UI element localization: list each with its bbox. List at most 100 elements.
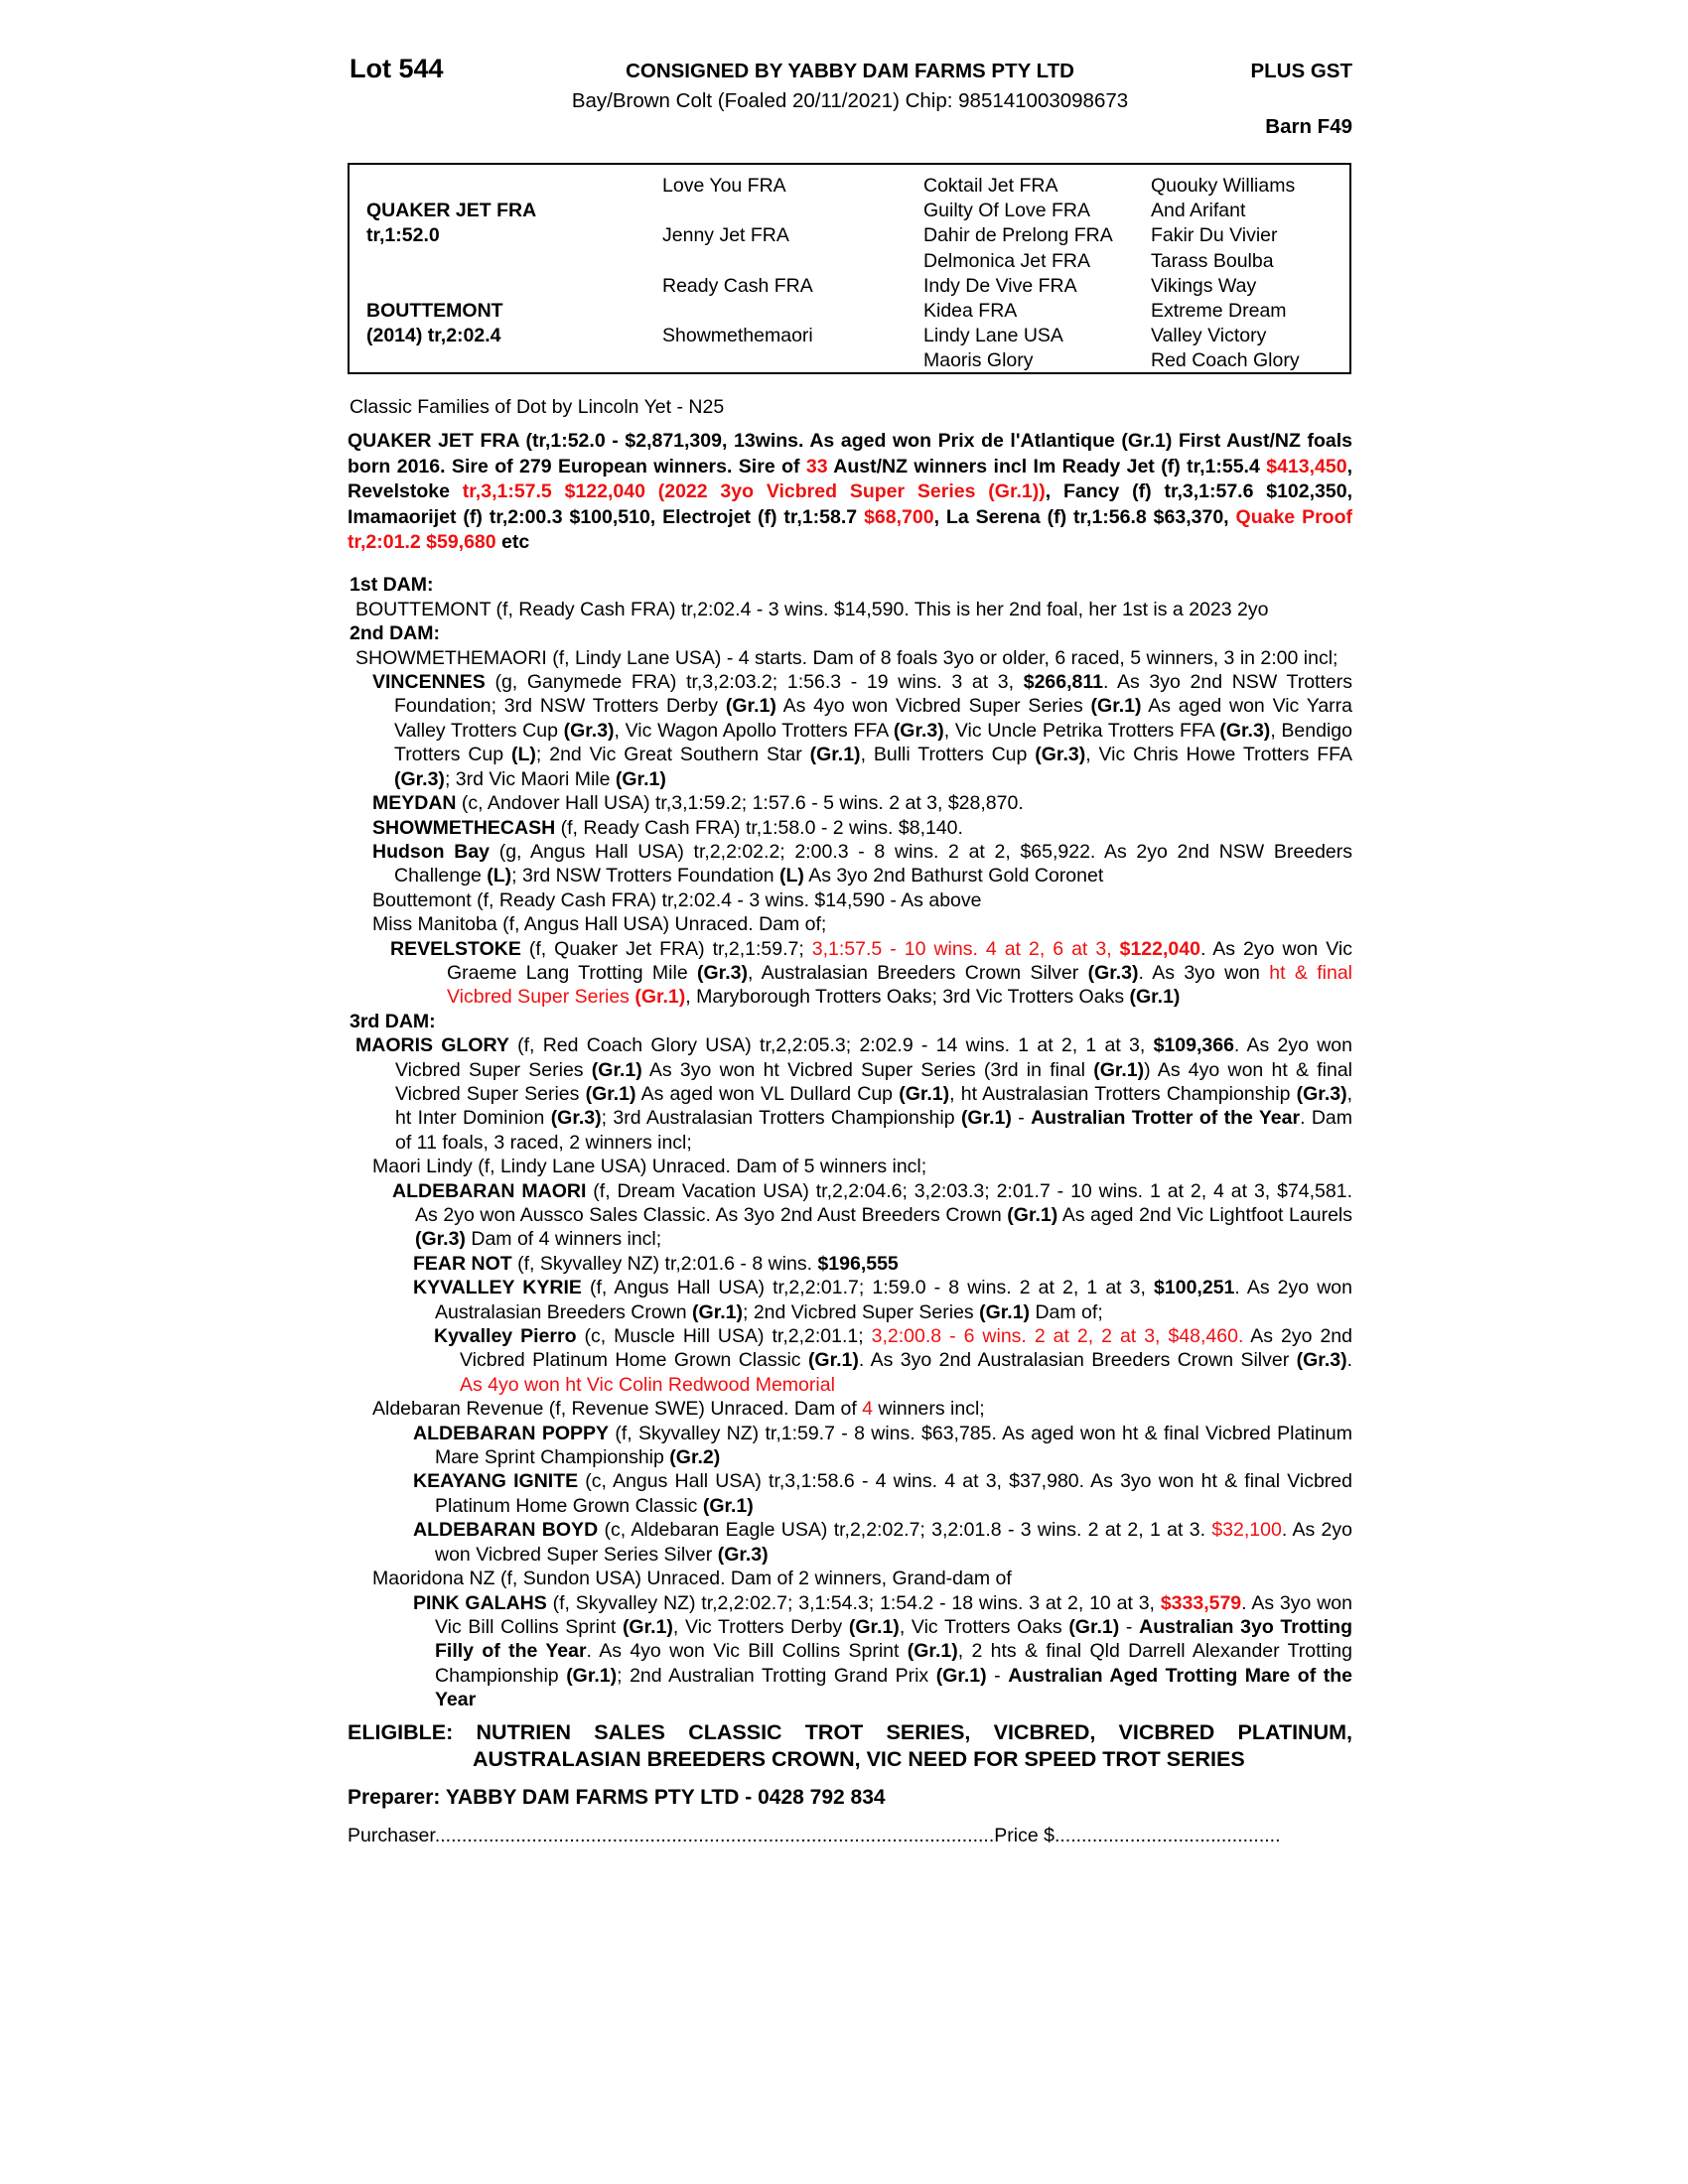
family-note: Classic Families of Dot by Lincoln Yet -… [350,396,725,418]
text-segment: PINK GALAHS [413,1591,547,1614]
text-segment: , Bulli Trotters Cup [860,744,1036,766]
pedigree-paragraph: Aldebaran Revenue (f, Revenue SWE) Unrac… [348,1397,1352,1421]
text-segment: FEAR NOT [413,1252,512,1275]
text-segment: . As 2yo won Vicbred Super Series Silver [435,1519,1353,1566]
text-segment: (Gr.1) [622,1615,673,1638]
text-segment: QUAKER JET FRA (tr,1:52.0 - $2,871,309, … [348,430,1352,478]
pedigree-cell: Valley Victory [1151,325,1267,347]
text-segment: ALDEBARAN POPPY [413,1422,610,1444]
text-segment: . As 3yo 2nd NSW Trotters Foundation; 3r… [394,671,1352,718]
text-segment: (L) [487,865,512,887]
text-segment: winners incl; [873,1398,985,1421]
text-segment: (f, Red Coach Glory USA) tr,2,2:05.3; 2:… [508,1034,1154,1057]
text-segment: (Gr.3) [1296,1349,1347,1372]
price-dots: ........................................… [1054,1824,1281,1846]
pedigree-cell: And Arifant [1151,200,1246,222]
pedigree-paragraph: BOUTTEMONT (f, Ready Cash FRA) tr,2:02.4… [348,598,1352,621]
text-segment: . As 2yo won Australasian Breeders Crown [435,1277,1352,1323]
text-segment: (Gr.1) [807,1349,859,1372]
text-segment: $413,450 [1266,455,1347,478]
text-segment: - [986,1664,1009,1687]
text-segment: (f, Dream Vacation USA) tr,2,2:04.6; 3,2… [415,1179,1353,1226]
pedigree-paragraph: PINK GALAHS (f, Skyvalley NZ) tr,2,2:02.… [348,1591,1352,1712]
text-segment: . As 4yo won Vic Bill Collins Sprint [586,1640,908,1663]
text-segment: (Gr.1) [1068,1615,1120,1638]
pedigree-cell: Coktail Jet FRA [923,175,1058,197]
pedigree-cell: Maoris Glory [923,349,1034,372]
text-segment: . [1346,1349,1352,1372]
dam-section-label: 3rd DAM: [350,1010,436,1032]
text-segment: (Gr.3) [1296,1082,1347,1105]
pedigree-paragraph: Maoridona NZ (f, Sundon USA) Unraced. Da… [348,1567,1352,1590]
text-segment: , Fancy (f) tr,3,1:57.6 $102,350, Imamao… [348,480,1352,528]
text-segment: . As 2yo won Vic Graeme Lang Trotting Mi… [447,937,1352,984]
text-segment: Australian Trotter of the Year [1031,1107,1301,1130]
text-segment: (Gr.1) [634,986,686,1009]
text-segment: - [1119,1615,1140,1638]
text-segment: (Gr.3) [697,961,748,984]
pedigree-paragraph: FEAR NOT (f, Skyvalley NZ) tr,2:01.6 - 8… [348,1252,1352,1276]
text-segment: . As 3yo won [1138,961,1270,984]
text-segment: (Gr.1) [907,1640,958,1663]
pedigree-cell: Showmethemaori [662,325,813,347]
eligibility-paragraph: ELIGIBLE: NUTRIEN SALES CLASSIC TROT SER… [348,1719,1352,1774]
text-segment: ; 2nd Vicbred Super Series [742,1300,980,1323]
dam-section-label: 1st DAM: [350,574,434,597]
text-segment: , Bendigo Trotters Cup [394,719,1352,766]
text-segment: REVELSTOKE [390,937,521,960]
text-segment: ; 3rd NSW Trotters Foundation [511,865,779,887]
text-segment: (Gr.1) [591,1058,642,1081]
pedigree-paragraph: KEAYANG IGNITE (c, Angus Hall USA) tr,3,… [348,1469,1352,1518]
pedigree-paragraph: Maori Lindy (f, Lindy Lane USA) Unraced.… [348,1155,1352,1178]
pedigree-paragraph: Hudson Bay (g, Angus Hall USA) tr,2,2:02… [348,840,1352,888]
pedigree-cell: Guilty Of Love FRA [923,200,1090,222]
pedigree-paragraph: MAORIS GLORY (f, Red Coach Glory USA) tr… [348,1033,1352,1155]
text-segment: MEYDAN [372,792,457,815]
text-segment: ELIGIBLE: [348,1719,477,1744]
pedigree-cell: Kidea FRA [923,300,1018,322]
text-segment: (Gr.3) [1219,719,1271,742]
text-segment: 3,1:57.5 - 10 wins. 4 at 2, 6 at 3, [811,937,1120,960]
text-segment: (Gr.3) [394,767,445,790]
text-segment: (Gr.3) [1035,744,1086,766]
pedigree-paragraph: MEYDAN (c, Andover Hall USA) tr,3,1:59.2… [348,791,1352,815]
text-segment: Miss Manitoba (f, Angus Hall USA) Unrace… [372,913,827,936]
text-segment: ) As 4yo won ht & final Vicbred Super Se… [395,1058,1353,1105]
text-segment: , ht Australasian Trotters Championship [949,1082,1297,1105]
pedigree-cell: Indy De Vive FRA [923,274,1077,297]
text-segment: ; 3rd Australasian Trotters Championship [601,1107,961,1130]
text-segment: (Gr.1) [692,1300,743,1323]
pedigree-paragraph: VINCENNES (g, Ganymede FRA) tr,3,2:03.2;… [348,670,1352,791]
text-segment: (c, Andover Hall USA) tr,3,1:59.2; 1:57.… [456,792,1024,815]
page-body: Classic Families of Dot by Lincoln Yet -… [348,395,1352,1848]
text-segment: MAORIS GLORY [355,1034,509,1057]
price-label: Price $ [994,1824,1055,1846]
text-segment: (Gr.2) [669,1446,721,1469]
text-segment: As 4yo won ht Vic Colin Redwood Memorial [460,1373,835,1396]
text-segment: Dam of; [1030,1300,1103,1323]
text-segment: $122,040 [1119,937,1200,960]
text-segment: (c, Aldebaran Eagle USA) tr,2,2:02.7; 3,… [598,1519,1212,1542]
text-segment: (Gr.1) [1007,1204,1058,1226]
text-segment: 4 [862,1398,874,1421]
pedigree-cell: tr,1:52.0 [366,224,440,247]
text-segment: (f, Skyvalley NZ) tr,2,2:02.7; 3,1:54.3;… [546,1591,1161,1614]
horse-description: Bay/Brown Colt (Foaled 20/11/2021) Chip:… [571,89,1129,112]
text-segment: (Gr.1) [1093,1058,1145,1081]
text-segment: Aust/NZ winners incl Im Ready Jet (f) tr… [827,455,1267,478]
text-segment: KEAYANG IGNITE [413,1470,579,1493]
text-segment: (L) [511,744,536,766]
dam-section-label: 2nd DAM: [350,622,440,645]
text-segment: As 2yo 2nd Vicbred Platinum Home Grown C… [460,1325,1352,1372]
purchaser-dots: ........................................… [434,1824,995,1846]
plus-gst-label: PLUS GST [1250,60,1352,82]
pedigree-paragraph: Kyvalley Pierro (c, Muscle Hill USA) tr,… [348,1324,1352,1397]
pedigree-paragraph: KYVALLEY KYRIE (f, Angus Hall USA) tr,2,… [348,1276,1352,1324]
text-segment: Maori Lindy (f, Lindy Lane USA) Unraced.… [372,1156,927,1178]
text-segment: (Gr.3) [1087,961,1139,984]
text-segment: , Vic Wagon Apollo Trotters FFA [614,719,894,742]
text-segment: ; 3rd Vic Maori Mile [444,767,616,790]
pedigree-paragraph: ALDEBARAN POPPY (f, Skyvalley NZ) tr,1:5… [348,1422,1352,1470]
pedigree-cell: Delmonica Jet FRA [923,249,1090,272]
text-segment: (Gr.3) [893,719,944,742]
